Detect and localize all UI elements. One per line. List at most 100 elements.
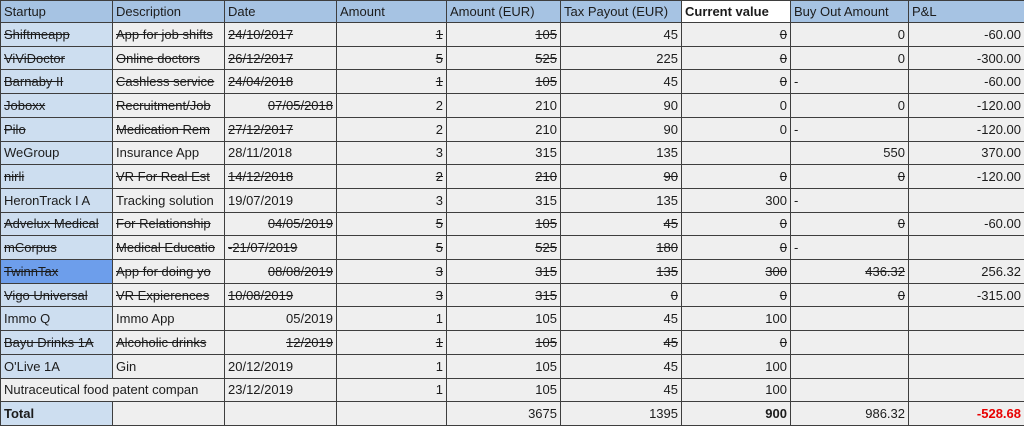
cell-amount-eur[interactable]: 3675 <box>446 401 561 426</box>
cell-description[interactable]: Gin <box>112 353 225 379</box>
cell-pnl[interactable]: -60.00 <box>908 22 1024 47</box>
cell-amount-eur[interactable]: 105 <box>446 306 561 332</box>
cell-pnl[interactable]: -528.68 <box>908 401 1024 426</box>
cell-date[interactable] <box>224 401 337 426</box>
cell-description[interactable]: Recruitment/Job <box>112 93 225 118</box>
cell-date[interactable]: 28/11/2018 <box>224 140 337 166</box>
cell-buy-out-amount[interactable]: 550 <box>790 140 909 166</box>
cell-pnl[interactable]: -60.00 <box>908 211 1024 237</box>
column-header-amount[interactable]: Amount <box>336 0 447 23</box>
cell-pnl[interactable]: -120.00 <box>908 164 1024 189</box>
cell-current-value[interactable]: 0 <box>681 45 791 71</box>
cell-amount[interactable]: 5 <box>336 45 447 71</box>
cell-current-value[interactable]: 300 <box>681 187 791 213</box>
cell-startup[interactable]: Bayu Drinks 1A <box>0 330 113 355</box>
column-header-pnl[interactable]: P&L <box>908 0 1024 23</box>
cell-amount-eur[interactable]: 315 <box>446 187 561 213</box>
cell-pnl[interactable]: -315.00 <box>908 282 1024 308</box>
cell-startup[interactable]: WeGroup <box>0 140 113 166</box>
cell-startup[interactable]: ViViDoctor <box>0 45 113 71</box>
cell-current-value[interactable]: 0 <box>681 211 791 237</box>
cell-amount[interactable]: 5 <box>336 235 447 261</box>
cell-date[interactable]: 19/07/2019 <box>224 187 337 213</box>
cell-current-value[interactable]: 0 <box>681 282 791 308</box>
column-header-date[interactable]: Date <box>224 0 337 23</box>
cell-pnl[interactable] <box>908 330 1024 355</box>
cell-startup[interactable]: mCorpus <box>0 235 113 261</box>
cell-description[interactable]: For Relationship <box>112 211 225 237</box>
cell-buy-out-amount[interactable]: 986.32 <box>790 401 909 426</box>
cell-buy-out-amount[interactable] <box>790 377 909 403</box>
cell-tax-payout-eur[interactable]: 135 <box>560 259 682 284</box>
cell-amount-eur[interactable]: 525 <box>446 45 561 71</box>
cell-pnl[interactable]: -300.00 <box>908 45 1024 71</box>
column-header-amount-eur[interactable]: Amount (EUR) <box>446 0 561 23</box>
cell-amount[interactable]: 1 <box>336 353 447 379</box>
cell-amount[interactable]: 1 <box>336 22 447 47</box>
cell-description[interactable]: Online doctors <box>112 45 225 71</box>
cell-startup[interactable]: Advelux Medical <box>0 211 113 237</box>
cell-description[interactable]: Medical Educatio <box>112 235 225 261</box>
cell-pnl[interactable]: -120.00 <box>908 93 1024 118</box>
cell-amount-eur[interactable]: 210 <box>446 93 561 118</box>
cell-tax-payout-eur[interactable]: 1395 <box>560 401 682 426</box>
cell-current-value[interactable]: 100 <box>681 306 791 332</box>
cell-amount[interactable]: 2 <box>336 116 447 142</box>
cell-tax-payout-eur[interactable]: 45 <box>560 353 682 379</box>
cell-date[interactable]: -21/07/2019 <box>224 235 337 261</box>
cell-buy-out-amount[interactable]: 0 <box>790 22 909 47</box>
cell-tax-payout-eur[interactable]: 90 <box>560 116 682 142</box>
cell-startup[interactable]: nirli <box>0 164 113 189</box>
cell-pnl[interactable]: -120.00 <box>908 116 1024 142</box>
cell-date[interactable]: 08/08/2019 <box>224 259 337 284</box>
cell-amount[interactable]: 1 <box>336 377 447 403</box>
cell-pnl[interactable]: 370.00 <box>908 140 1024 166</box>
cell-current-value[interactable]: 0 <box>681 22 791 47</box>
cell-amount-eur[interactable]: 105 <box>446 330 561 355</box>
cell-startup[interactable]: Pilo <box>0 116 113 142</box>
cell-buy-out-amount[interactable]: 0 <box>790 282 909 308</box>
cell-buy-out-amount[interactable]: 436.32 <box>790 259 909 284</box>
cell-amount-eur[interactable]: 210 <box>446 116 561 142</box>
cell-date[interactable]: 27/12/2017 <box>224 116 337 142</box>
cell-amount[interactable]: 5 <box>336 211 447 237</box>
cell-amount-eur[interactable]: 315 <box>446 282 561 308</box>
cell-tax-payout-eur[interactable]: 45 <box>560 377 682 403</box>
cell-description[interactable]: App for job shifts <box>112 22 225 47</box>
cell-buy-out-amount[interactable]: - <box>790 235 909 261</box>
cell-date[interactable]: 12/2019 <box>224 330 337 355</box>
cell-current-value[interactable]: 0 <box>681 235 791 261</box>
cell-pnl[interactable] <box>908 377 1024 403</box>
cell-buy-out-amount[interactable]: 0 <box>790 45 909 71</box>
cell-startup[interactable]: Immo Q <box>0 306 113 332</box>
cell-amount-eur[interactable]: 105 <box>446 22 561 47</box>
cell-buy-out-amount[interactable]: - <box>790 187 909 213</box>
cell-amount[interactable]: 2 <box>336 164 447 189</box>
column-header-tax-payout-eur[interactable]: Tax Payout (EUR) <box>560 0 682 23</box>
cell-startup[interactable]: Shiftmeapp <box>0 22 113 47</box>
cell-description[interactable]: Insurance App <box>112 140 225 166</box>
column-header-buy-out-amount[interactable]: Buy Out Amount <box>790 0 909 23</box>
cell-description[interactable]: VR Expierences <box>112 282 225 308</box>
cell-date[interactable]: 04/05/2019 <box>224 211 337 237</box>
cell-startup[interactable]: Total <box>0 401 113 426</box>
cell-tax-payout-eur[interactable]: 45 <box>560 306 682 332</box>
cell-tax-payout-eur[interactable]: 225 <box>560 45 682 71</box>
cell-buy-out-amount[interactable]: 0 <box>790 164 909 189</box>
cell-tax-payout-eur[interactable]: 45 <box>560 211 682 237</box>
cell-date[interactable]: 24/04/2018 <box>224 69 337 95</box>
cell-date[interactable]: 14/12/2018 <box>224 164 337 189</box>
cell-amount-eur[interactable]: 105 <box>446 377 561 403</box>
cell-description[interactable] <box>112 401 225 426</box>
cell-amount[interactable]: 3 <box>336 187 447 213</box>
cell-amount[interactable]: 1 <box>336 330 447 355</box>
cell-amount-eur[interactable]: 105 <box>446 211 561 237</box>
cell-amount-eur[interactable]: 315 <box>446 140 561 166</box>
cell-description[interactable]: Cashless service <box>112 69 225 95</box>
cell-tax-payout-eur[interactable]: 45 <box>560 22 682 47</box>
cell-description[interactable]: Immo App <box>112 306 225 332</box>
cell-tax-payout-eur[interactable]: 45 <box>560 69 682 95</box>
cell-startup[interactable]: Vigo Universal <box>0 282 113 308</box>
cell-buy-out-amount[interactable] <box>790 306 909 332</box>
cell-pnl[interactable] <box>908 187 1024 213</box>
